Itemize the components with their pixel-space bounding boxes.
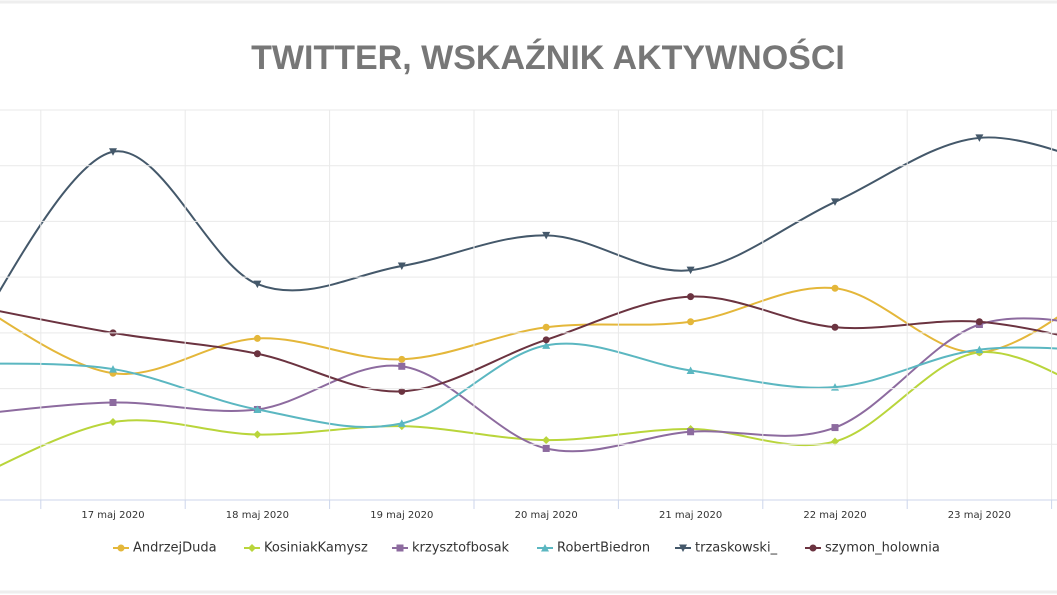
legend-marker — [396, 544, 404, 552]
legend-label: RobertBiedron — [557, 541, 650, 556]
marker — [831, 323, 839, 331]
marker — [398, 362, 406, 370]
marker — [975, 345, 984, 354]
marker — [253, 280, 262, 289]
legend-label: trzaskowski_ — [695, 541, 778, 556]
x-tick-label: 19 maj 2020 — [370, 510, 433, 521]
marker — [975, 318, 983, 326]
x-tick-label: 22 maj 2020 — [803, 510, 866, 521]
marker — [109, 148, 117, 156]
marker — [687, 318, 695, 326]
marker — [542, 323, 550, 331]
marker — [686, 366, 695, 374]
marker — [542, 341, 551, 349]
series-line — [0, 136, 1057, 293]
x-tick-label: 18 maj 2020 — [226, 510, 289, 521]
marker — [397, 419, 406, 427]
marker — [831, 198, 839, 206]
x-tick-label: 20 maj 2020 — [515, 510, 578, 521]
legend-marker — [117, 544, 125, 552]
marker — [542, 231, 551, 240]
x-tick-label: 23 maj 2020 — [948, 510, 1011, 521]
chart-title: TWITTER, WSKAŹNIK AKTYWNOŚCI — [251, 39, 845, 77]
marker — [253, 350, 261, 358]
legend-marker — [541, 544, 549, 552]
marker — [109, 365, 117, 373]
legend-label: KosiniakKamysz — [264, 541, 368, 556]
marker — [975, 134, 984, 142]
marker — [542, 444, 550, 452]
x-tick-label: 17 maj 2020 — [81, 510, 144, 521]
marker — [253, 334, 261, 342]
legend-marker — [248, 544, 256, 552]
marker — [542, 436, 551, 445]
marker — [253, 430, 262, 439]
marker — [831, 424, 839, 432]
marker — [398, 387, 406, 395]
marker — [687, 428, 695, 436]
marker — [109, 399, 117, 406]
plot-area — [0, 134, 1057, 467]
legend-label: krzysztofbosak — [412, 541, 510, 556]
marker — [831, 437, 839, 446]
marker — [398, 355, 406, 363]
legend-marker — [679, 544, 687, 552]
marker — [109, 418, 117, 426]
legend-marker — [809, 544, 817, 552]
legend-label: AndrzejDuda — [133, 541, 217, 556]
x-tick-label: 21 maj 2020 — [659, 510, 722, 521]
marker — [542, 336, 550, 344]
marker — [831, 284, 839, 292]
marker — [253, 405, 262, 413]
legend-label: szymon_holownia — [825, 541, 940, 556]
marker — [686, 266, 695, 275]
marker — [397, 262, 406, 270]
marker — [687, 293, 695, 301]
